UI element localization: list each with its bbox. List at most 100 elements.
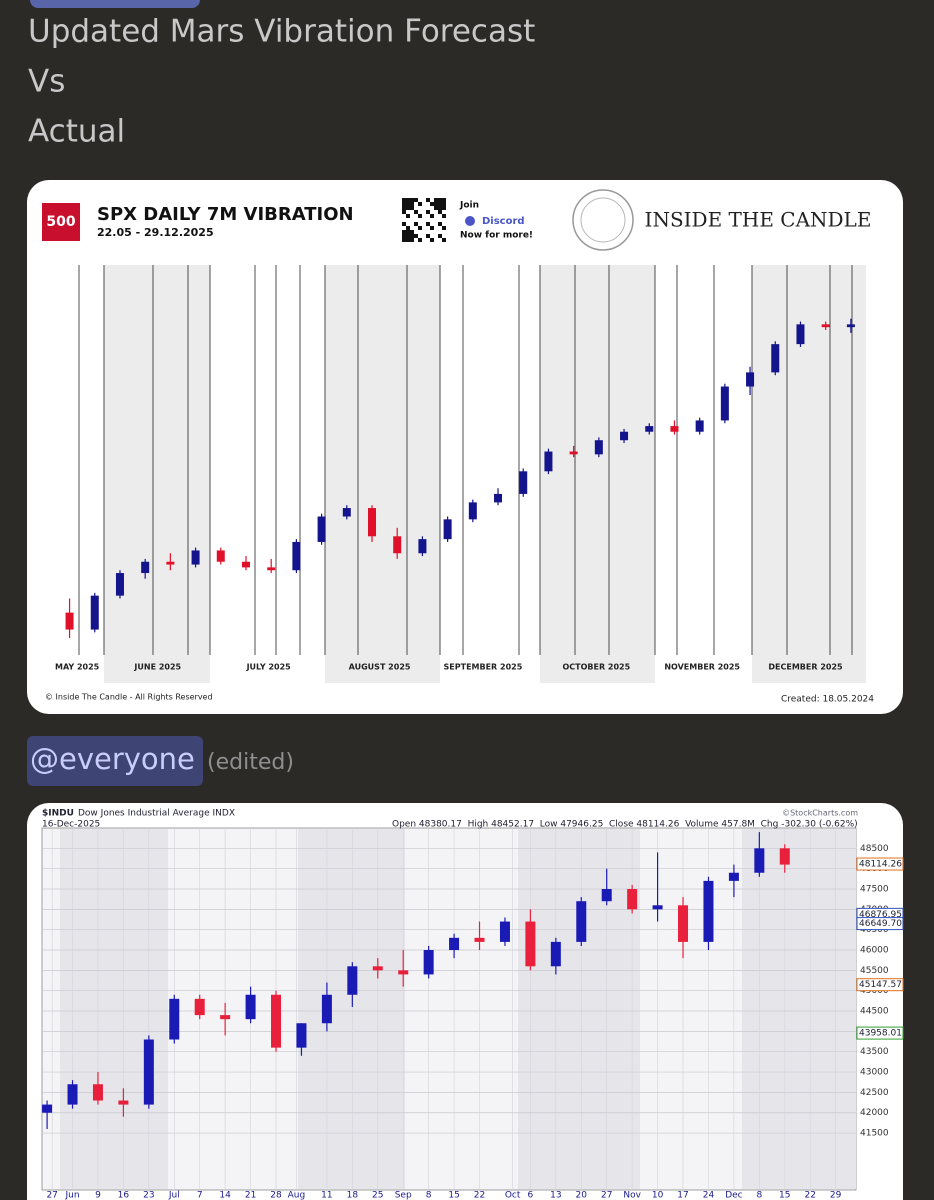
qr-cell [426, 222, 430, 226]
x-tick-label: NOVEMBER 2025 [664, 663, 740, 672]
actual-chart: $INDU Dow Jones Industrial Average INDX … [41, 809, 904, 1200]
month-band [752, 265, 866, 683]
candle-body [321, 994, 332, 1024]
candle-body [728, 872, 739, 881]
qr-cell [406, 238, 410, 242]
x-tick-label: 16 [118, 1191, 130, 1200]
y-tick-label: 45000 [860, 986, 889, 996]
candle-body [594, 440, 603, 455]
image-card[interactable] [27, 180, 903, 714]
candle-body [194, 998, 205, 1016]
qr-cell [442, 202, 446, 206]
candle-body [779, 848, 790, 865]
qr-cell [410, 206, 414, 210]
x-tick-label: 8 [756, 1191, 762, 1200]
x-tick-label: SEPTEMBER 2025 [444, 663, 523, 672]
date: 16-Dec-2025 [42, 820, 100, 830]
x-tick-label: 8 [426, 1191, 432, 1200]
qr-cell [442, 206, 446, 210]
x-tick-label: Dec [725, 1191, 742, 1200]
price-tag-label: 46876.95 [859, 910, 902, 920]
qr-cell [406, 230, 410, 234]
x-tick-label: Nov [623, 1191, 641, 1200]
qr-cell [402, 206, 406, 210]
y-tick-label: 46000 [860, 946, 889, 956]
promo: Now for more! [460, 231, 533, 241]
y-tick-label: 43500 [860, 1047, 889, 1057]
candle-body [796, 324, 805, 345]
candle-body [645, 426, 654, 432]
qr-cell [402, 198, 406, 202]
x-tick-label: 9 [95, 1191, 101, 1200]
candle-body [474, 937, 485, 942]
candle-body [499, 921, 510, 942]
badge: 500 [46, 214, 75, 230]
candle-body [118, 1100, 129, 1105]
discord-icon [465, 216, 475, 226]
qr-cell [414, 198, 418, 202]
candle-body [720, 386, 729, 421]
price-tag [856, 1026, 904, 1040]
candle-body [398, 970, 409, 975]
brand: INSIDE THE CANDLE [645, 208, 872, 232]
qr-cell [438, 234, 442, 238]
month-band [298, 829, 405, 1189]
qr-cell [406, 234, 410, 238]
qr-cell [402, 202, 406, 206]
x-tick-label: 7 [197, 1191, 203, 1200]
candle-body [670, 426, 679, 432]
price-tag [856, 917, 904, 931]
x-tick-label: 27 [46, 1191, 57, 1200]
x-tick-label: MAY 2025 [55, 663, 100, 672]
x-tick-label: 18 [347, 1191, 359, 1200]
candle-body [423, 950, 434, 975]
chart-title: SPX DAILY 7M VIBRATION [97, 204, 354, 225]
qr-cell [406, 206, 410, 210]
month-band [540, 265, 655, 683]
candle-body [245, 994, 256, 1020]
y-tick-label: 44500 [860, 1007, 889, 1017]
message-line: Actual [28, 114, 125, 150]
candle-body [90, 595, 99, 630]
candle-body [703, 880, 714, 942]
x-tick-label: 10 [652, 1191, 664, 1200]
candle-body [821, 324, 830, 328]
candle-body [67, 1084, 78, 1105]
forecast-chart: 500 SPX DAILY 7M VIBRATION 22.05 - 29.12… [42, 189, 874, 705]
mention[interactable]: @everyone [30, 742, 195, 776]
candle-body [771, 344, 780, 373]
x-tick-label: AUGUST 2025 [349, 663, 411, 672]
candle-body [115, 573, 124, 596]
candle-body [544, 451, 553, 472]
x-tick-label: 17 [677, 1191, 688, 1200]
qr-cell [438, 222, 442, 226]
candle-body [695, 420, 704, 432]
x-tick-label: JUNE 2025 [133, 663, 181, 672]
qr-cell [406, 214, 410, 218]
y-tick-label: 45500 [860, 966, 889, 976]
x-tick-label: 20 [576, 1191, 588, 1200]
candle-body [620, 431, 629, 441]
price-tag-label: 46649.70 [859, 919, 902, 929]
logo [580, 197, 626, 243]
y-tick-label: 46500 [860, 925, 889, 935]
candle-body [65, 612, 74, 630]
candle-body [569, 451, 578, 455]
qr-cell [442, 238, 446, 242]
candle-body [525, 921, 536, 967]
qr-cell [414, 210, 418, 214]
qr-cell [430, 202, 434, 206]
qr-cell [418, 238, 422, 242]
candle-body [443, 519, 452, 540]
qr-cell [410, 238, 414, 242]
price-tag-label: 43958.01 [859, 1029, 902, 1039]
qr-cell [430, 214, 434, 218]
qr-cell [418, 202, 422, 206]
month-band [325, 265, 440, 683]
qr-cell [438, 206, 442, 210]
y-tick-label: 47500 [860, 885, 889, 895]
footer: © Inside The Candle - All Rights Reserve… [45, 693, 213, 702]
candle-body [678, 905, 689, 942]
qr-cell [402, 222, 406, 226]
qr-cell [406, 226, 410, 230]
